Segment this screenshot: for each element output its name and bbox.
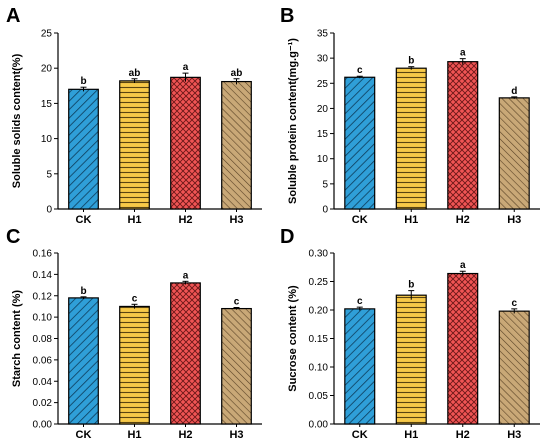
x-tick-label: H3: [507, 429, 521, 441]
chart-panel-c: C Starch content (%) 0.00 0.02 0.04 0.06 0.08 0…: [6, 226, 262, 441]
significance-letter: c: [132, 293, 138, 304]
significance-letter: a: [183, 62, 189, 73]
bar-h3: [221, 81, 252, 209]
x-tick-label: H3: [229, 214, 243, 226]
significance-letter: c: [357, 296, 363, 307]
significance-letter: c: [511, 298, 517, 309]
y-tick-label: 0.04: [33, 377, 53, 388]
x-tick-label: H2: [456, 214, 470, 226]
chart-panel-b: B Soluble protein content(mg.g⁻¹) 0 5 10 15 20…: [280, 5, 540, 226]
bar-ck: [344, 308, 375, 424]
y-tick-label: 25: [317, 79, 329, 90]
y-tick-label: 15: [317, 129, 329, 140]
y-tick-label: 0.00: [33, 420, 53, 431]
x-tick-label: H3: [507, 214, 521, 226]
y-tick-label: 35: [317, 29, 329, 40]
y-tick-label: 0.10: [309, 363, 329, 374]
y-tick-label: 0.10: [33, 313, 53, 324]
bar-ck: [68, 297, 99, 424]
significance-letter: c: [357, 65, 363, 76]
y-tick-label: 0.06: [33, 355, 53, 366]
y-tick-label: 0: [46, 205, 52, 216]
bar-h3: [221, 308, 252, 424]
y-tick-label: 20: [41, 64, 53, 75]
significance-letter: a: [460, 48, 466, 59]
x-tick-label: H2: [456, 429, 470, 441]
significance-letter: a: [460, 260, 466, 271]
panel-letter: C: [6, 226, 20, 248]
significance-letter: b: [80, 76, 86, 87]
bar-h2: [447, 61, 478, 209]
y-tick-label: 0.08: [33, 334, 53, 345]
y-tick-label: 5: [46, 169, 52, 180]
significance-letter: b: [80, 286, 86, 297]
y-tick-label: 0.25: [309, 277, 329, 288]
x-tick-label: H1: [127, 429, 141, 441]
bar-h2: [170, 282, 201, 424]
bar-h2: [447, 273, 478, 424]
y-tick-label: 20: [317, 104, 329, 115]
significance-letter: ab: [231, 68, 243, 79]
significance-letter: b: [408, 280, 414, 291]
y-tick-label: 0.30: [309, 249, 329, 260]
bar-h1: [396, 68, 427, 209]
x-tick-label: H2: [178, 214, 192, 226]
significance-letter: ab: [129, 68, 141, 79]
bar-ck: [68, 89, 99, 209]
y-tick-label: 10: [41, 134, 53, 145]
y-tick-label: 10: [317, 154, 329, 165]
y-tick-label: 5: [322, 179, 328, 190]
y-tick-label: 0: [322, 205, 328, 216]
panel-letter: A: [6, 5, 20, 27]
significance-letter: c: [234, 297, 240, 308]
y-tick-label: 0.12: [33, 291, 53, 302]
bar-h3: [499, 97, 530, 209]
x-tick-label: CK: [352, 429, 368, 441]
y-tick-label: 0.20: [309, 306, 329, 317]
bar-h1: [119, 306, 150, 424]
y-axis-label: Soluble protein content(mg.g⁻¹): [287, 38, 299, 204]
y-tick-label: 0.05: [309, 391, 329, 402]
y-tick-label: 0.00: [309, 420, 329, 431]
significance-letter: a: [183, 270, 189, 281]
x-tick-label: CK: [352, 214, 368, 226]
chart-panel-a: A Soluble solids content(%) 0 5 10 15 20 25 b CK a…: [6, 5, 262, 226]
bar-h3: [499, 311, 530, 424]
panel-letter: D: [280, 226, 294, 248]
significance-letter: d: [511, 86, 517, 97]
bar-ck: [344, 77, 375, 209]
bar-h2: [170, 77, 201, 210]
y-tick-label: 0.14: [33, 270, 53, 281]
y-axis-label: Sucrose content (%): [287, 285, 299, 392]
y-axis-label: Starch content (%): [11, 290, 23, 388]
y-tick-label: 0.15: [309, 334, 329, 345]
panel-letter: B: [280, 5, 294, 27]
y-tick-label: 0.02: [33, 398, 53, 409]
significance-letter: b: [408, 56, 414, 67]
chart-panel-d: D Sucrose content (%) 0.00 0.05 0.10 0.15 0.20…: [280, 226, 540, 441]
y-axis-label: Soluble solids content(%): [11, 53, 23, 188]
y-tick-label: 25: [41, 29, 53, 40]
y-tick-label: 0.16: [33, 249, 53, 260]
x-tick-label: H1: [127, 214, 141, 226]
y-tick-label: 30: [317, 54, 329, 65]
bar-h1: [119, 80, 150, 209]
x-tick-label: CK: [76, 214, 92, 226]
bar-h1: [396, 295, 427, 424]
x-tick-label: CK: [76, 429, 92, 441]
y-tick-label: 15: [41, 99, 53, 110]
x-tick-label: H1: [404, 214, 418, 226]
x-tick-label: H1: [404, 429, 418, 441]
x-tick-label: H2: [178, 429, 192, 441]
x-tick-label: H3: [229, 429, 243, 441]
